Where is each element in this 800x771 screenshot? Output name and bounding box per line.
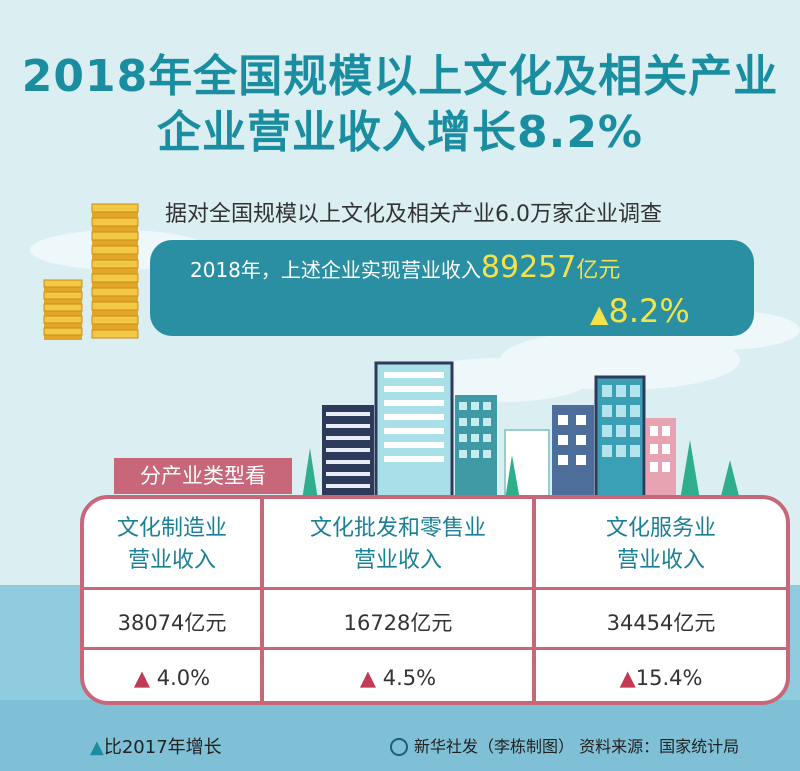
category-growth: ▲ 4.5% — [264, 666, 532, 690]
revenue-line: 2018年，上述企业实现营业收入89257亿元 — [190, 250, 620, 285]
legend-label: 比2017年增长 — [103, 737, 222, 758]
category-value: 38074亿元 — [117, 611, 227, 635]
category-name-line2: 营业收入 — [353, 548, 442, 573]
legend: ▲比2017年增长 — [90, 733, 222, 759]
revenue-growth: ▲8.2% — [590, 292, 690, 330]
category-name-line2: 营业收入 — [127, 548, 216, 573]
coin-stack-icon — [43, 203, 139, 340]
survey-description: 据对全国规模以上文化及相关产业6.0万家企业调查 — [165, 202, 662, 227]
category-growth-value: 4.5% — [382, 666, 437, 690]
breakdown-panel: 文化制造业 营业收入 38074亿元 ▲ 4.0% 文化批发和零售业 营业收入 … — [80, 495, 790, 705]
divider — [260, 499, 264, 701]
divider — [84, 587, 786, 590]
category-name: 文化批发和零售业 营业收入 — [264, 513, 532, 577]
revenue-growth-value: 8.2% — [608, 292, 690, 330]
credit-text: 新华社发（李栋制图） 资料来源：国家统计局 — [414, 737, 740, 756]
category-name: 文化服务业 营业收入 — [536, 513, 786, 577]
category-growth-value: 15.4% — [635, 666, 703, 690]
category-growth: ▲15.4% — [536, 666, 786, 690]
category-name-line1: 文化制造业 — [116, 516, 227, 541]
up-triangle-icon: ▲ — [90, 737, 104, 758]
divider — [84, 647, 786, 650]
up-triangle-icon: ▲ — [133, 666, 151, 690]
up-triangle-icon: ▲ — [590, 300, 609, 328]
revenue-value: 89257 — [480, 250, 577, 285]
revenue-unit: 亿元 — [576, 258, 621, 283]
revenue-summary-box: 2018年，上述企业实现营业收入89257亿元 ▲8.2% — [150, 240, 754, 336]
up-triangle-icon: ▲ — [359, 666, 377, 690]
category-value: 16728亿元 — [343, 611, 453, 635]
category-wholesale-retail: 文化批发和零售业 营业收入 16728亿元 ▲ 4.5% — [264, 499, 532, 701]
category-name-line1: 文化服务业 — [605, 516, 716, 541]
category-value: 34454亿元 — [606, 611, 716, 635]
revenue-prefix: 2018年，上述企业实现营业收入 — [190, 258, 481, 282]
up-triangle-icon: ▲ — [619, 666, 636, 690]
divider — [532, 499, 536, 701]
page-title-line2: 企业营业收入增长8.2% — [156, 107, 644, 158]
city-skyline-icon — [302, 361, 740, 502]
category-name: 文化制造业 营业收入 — [84, 513, 260, 577]
category-name-line2: 营业收入 — [616, 548, 705, 573]
breakdown-header: 分产业类型看 — [114, 458, 292, 494]
category-name-line1: 文化批发和零售业 — [309, 516, 486, 541]
category-manufacturing: 文化制造业 营业收入 38074亿元 ▲ 4.0% — [84, 499, 260, 701]
page-title-line1: 2018年全国规模以上文化及相关产业 — [21, 51, 779, 102]
xinhua-logo-icon — [390, 738, 408, 756]
source-credit: 新华社发（李栋制图） 资料来源：国家统计局 — [390, 733, 739, 757]
category-growth: ▲ 4.0% — [84, 666, 260, 690]
category-services: 文化服务业 营业收入 34454亿元 ▲15.4% — [536, 499, 786, 701]
category-growth-value: 4.0% — [156, 666, 211, 690]
